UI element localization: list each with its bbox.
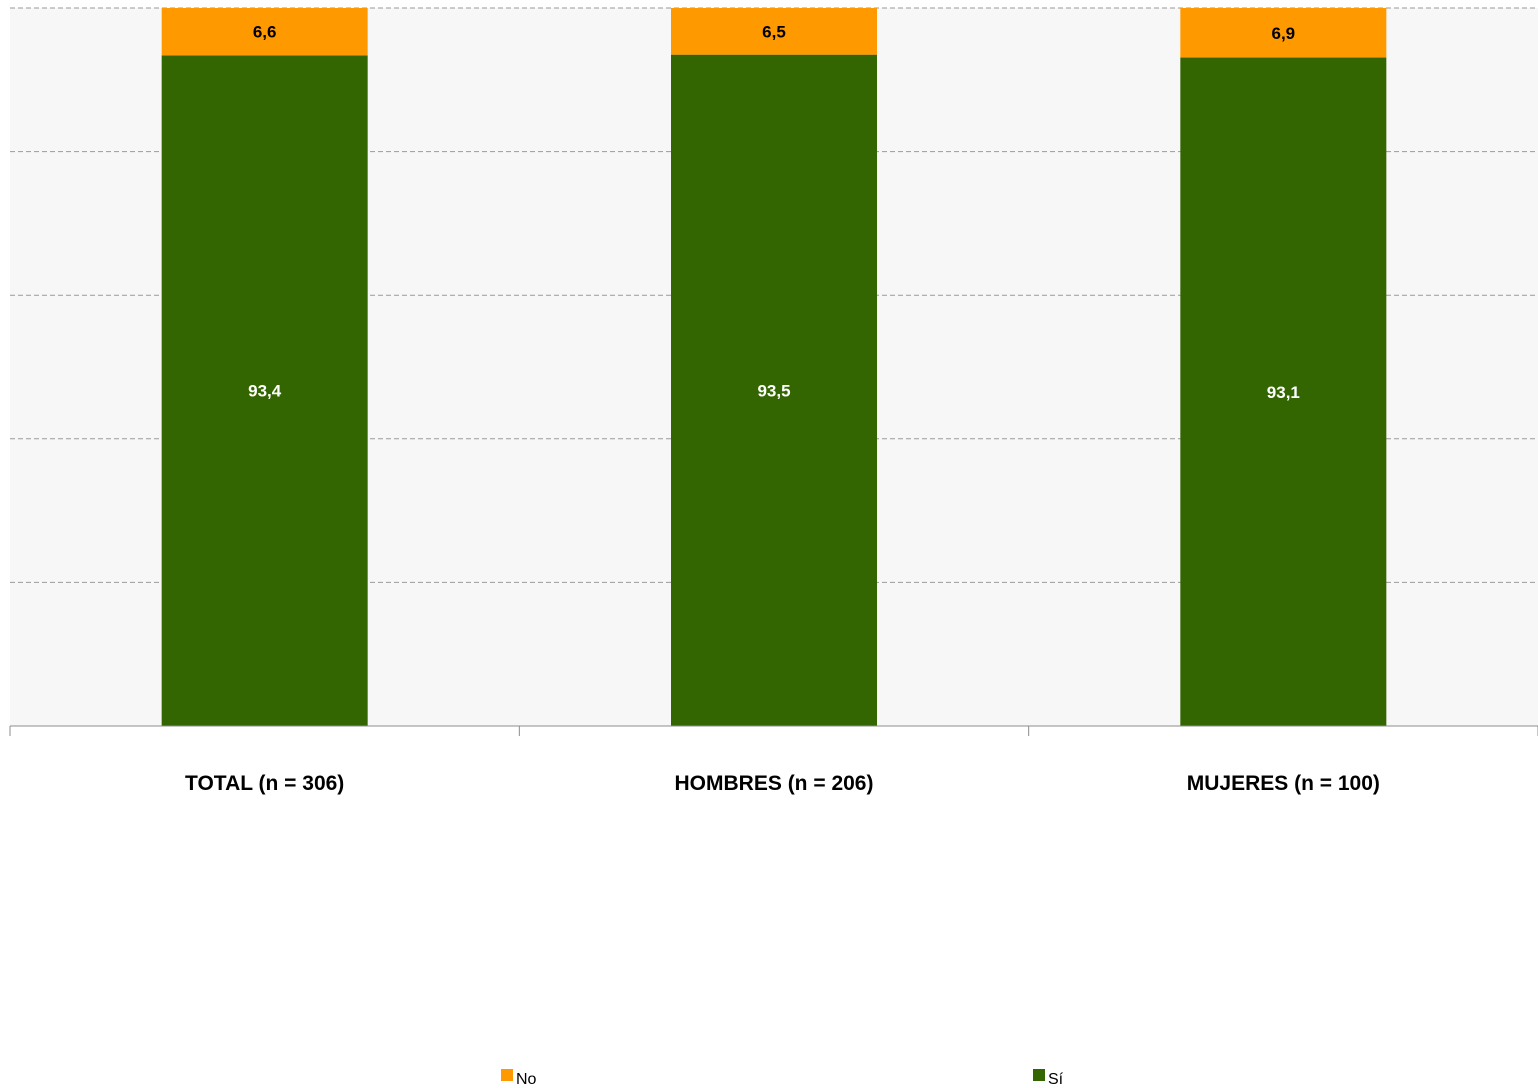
data-label: 6,5 xyxy=(762,22,786,41)
legend-label: Sí xyxy=(1048,1071,1064,1088)
legend-swatch-no xyxy=(501,1069,513,1081)
legend-swatch-si xyxy=(1033,1069,1045,1081)
bar-segment-si xyxy=(671,54,877,727)
bar-segment-no xyxy=(161,8,368,56)
legend-label: No xyxy=(516,1071,537,1088)
value-labels: 93,4 6,6 93,5 6,5 93,1 6,9 xyxy=(248,22,1300,401)
x-tick-label: HOMBRES (n = 206) xyxy=(675,772,874,795)
bar-segment-no xyxy=(671,8,877,55)
bars xyxy=(161,8,1387,727)
legend: No Sí xyxy=(501,1069,1064,1088)
data-label: 93,4 xyxy=(248,382,282,401)
x-tick-label: MUJERES (n = 100) xyxy=(1187,772,1380,795)
x-tick-label: TOTAL (n = 306) xyxy=(185,772,344,795)
data-label: 93,1 xyxy=(1267,383,1300,402)
data-label: 6,6 xyxy=(253,23,277,42)
bar-segment-si xyxy=(1180,57,1387,727)
x-axis: TOTAL (n = 306) HOMBRES (n = 206) MUJERES … xyxy=(9,725,1538,795)
bar-segment-si xyxy=(161,55,368,726)
data-label: 93,5 xyxy=(757,381,790,400)
bar-segment-no xyxy=(1180,8,1387,58)
data-label: 6,9 xyxy=(1272,24,1296,43)
